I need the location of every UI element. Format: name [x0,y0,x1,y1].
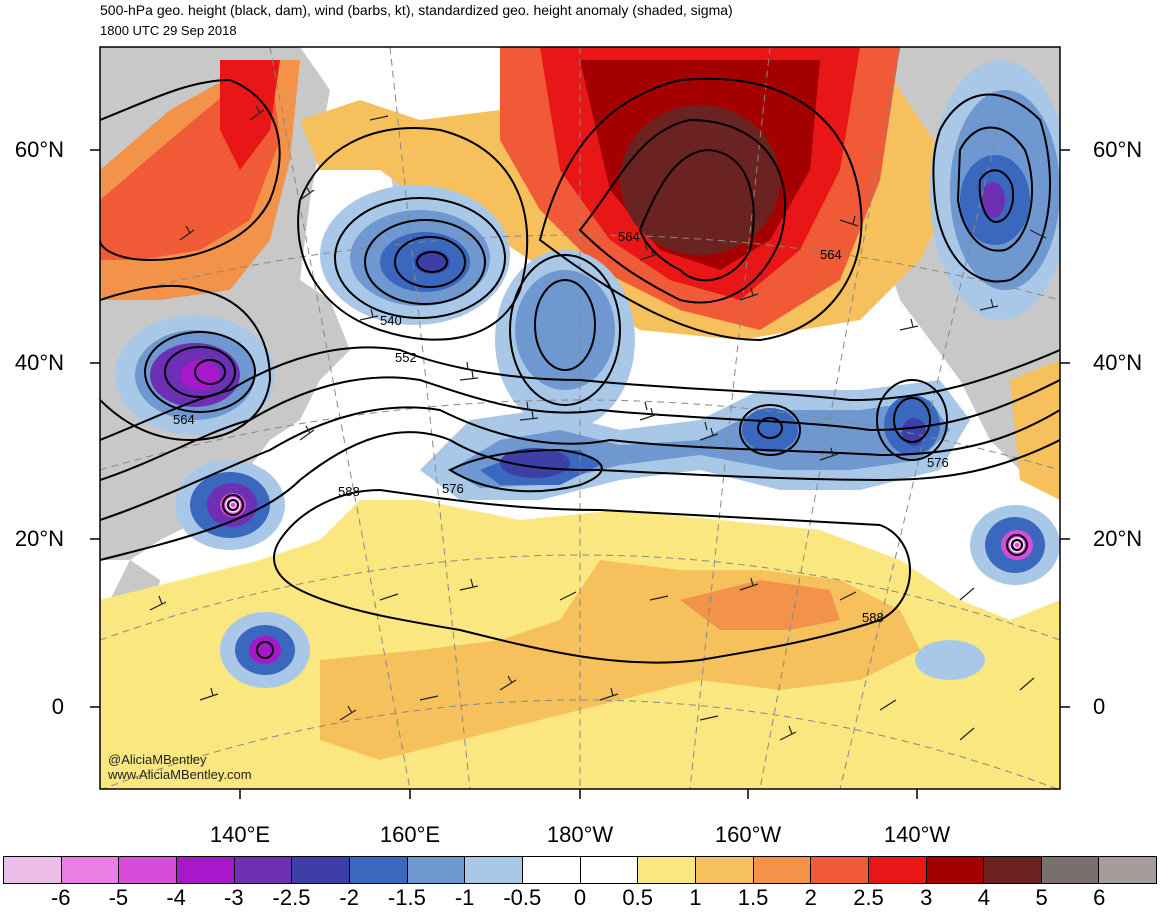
lat-label-right: 40°N [1093,350,1143,375]
colorbar-swatch [868,857,927,883]
colorbar-tick-label: -2.5 [272,885,311,910]
colorbar-tick-label: 2.5 [853,885,884,910]
colorbar-tick-label: -2 [339,885,359,910]
lon-ticks [239,789,918,799]
contour-label: 588 [338,484,360,499]
lat-label-left: 20°N [14,526,64,551]
colorbar-swatch [984,857,1042,883]
colorbar-tick-label: 2 [804,885,817,910]
colorbar-tick-label: 5 [1035,885,1048,910]
low-east-1 [742,408,798,452]
map-title: 500-hPa geo. height (black, dam), wind (… [100,2,733,18]
lat-ticks [90,149,1070,708]
lon-label: 140°E [209,822,271,847]
colorbar-swatch [176,857,235,883]
lon-label: 180°W [546,822,614,847]
typhoon-south-inner [249,636,281,664]
colorbar-tick-label: 0.5 [622,885,653,910]
lat-label-right: 20°N [1093,526,1143,551]
map-valid-time: 1800 UTC 29 Sep 2018 [100,23,237,38]
anomaly-band-west-coast [1010,360,1060,500]
colorbar-tick-label: -5 [108,885,129,910]
colorbar-swatch [292,857,350,883]
contour-label: 576 [442,481,464,496]
colorbar [3,856,1157,884]
colorbar-swatch [119,857,177,883]
colorbar-tick-label: 1 [689,885,702,910]
anomaly-band-1.5 [680,580,840,630]
low-japan-core [180,360,220,390]
contour-label: 564 [173,412,195,427]
lon-label: 160°W [714,822,782,847]
lat-label-right: 0 [1093,694,1106,719]
colorbar-swatch [753,857,812,883]
low-alaska-gulf-core [981,182,1005,218]
colorbar-swatch [638,857,696,883]
lat-label-left: 40°N [14,350,64,375]
vortex-rings [225,497,1025,553]
contour-label: 540 [380,313,402,328]
colorbar-tick-label: -4 [166,885,186,910]
contour-label: 564 [820,247,842,262]
colorbar-swatch [1041,857,1100,883]
colorbar-swatch [4,857,62,883]
contour-label: 564 [618,229,640,244]
colorbar-tick-label: -3 [224,885,244,910]
weak-low-east [915,640,985,680]
lat-label-left: 60°N [14,137,64,162]
colorbar-swatch [465,857,523,883]
lon-label: 140°W [883,822,951,847]
colorbar-tick-label: -1 [454,885,475,910]
low-kamchatka-core [414,250,450,274]
colorbar-swatch [580,857,639,883]
colorbar-tick-label: 6 [1093,885,1106,910]
contour-label: 588 [862,610,884,625]
colorbar-swatch [61,857,120,883]
height-contours [100,77,1060,664]
contour-label: 576 [927,455,949,470]
colorbar-tick-label: 3 [920,885,933,910]
typhoon-west-core [220,493,246,517]
anomaly-max [620,105,780,255]
lat-label-left: 0 [51,694,64,719]
colorbar-swatch [522,857,581,883]
colorbar-tick-label: -6 [50,885,71,910]
credit-handle: @AliciaMBentley [108,752,207,767]
lat-label-right: 60°N [1093,137,1143,162]
colorbar-swatch [926,857,985,883]
colorbar-tick-label: 4 [977,885,991,910]
colorbar-swatch [1099,857,1157,883]
colorbar-swatch [349,857,408,883]
low-central-mid [515,270,615,390]
credit-website: www.AliciaMBentley.com [108,767,252,782]
contour-labels: 540 552 564 564 564 576 576 588 588 [173,229,949,625]
graticule [100,47,1060,789]
colorbar-tick-label: 0 [573,885,587,910]
contour-label: 552 [395,350,417,365]
trough-core [500,448,570,478]
colorbar-swatch [811,857,869,883]
anomaly-band-siberia-3.0 [220,60,280,170]
colorbar-swatch [695,857,754,883]
colorbar-swatch [407,857,466,883]
wind-barbs [149,105,1047,741]
lon-label: 160°E [379,822,441,847]
colorbar-tick-label: 1.5 [737,885,769,910]
colorbar-swatch [234,857,293,883]
colorbar-tick-label: -1.5 [387,885,426,910]
colorbar-tick-label: -0.5 [503,885,542,910]
